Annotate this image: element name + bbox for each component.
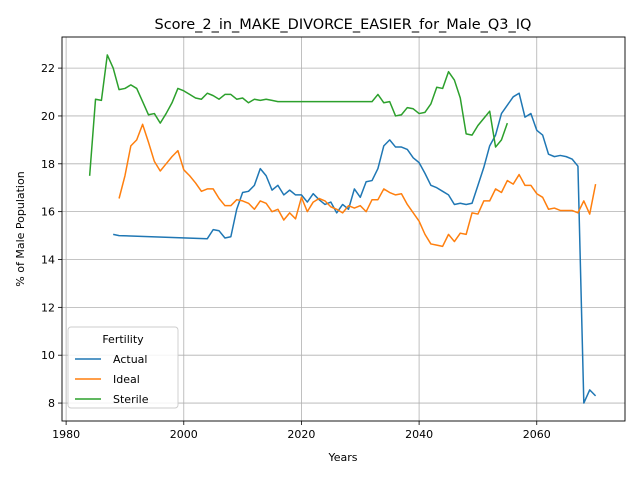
series-line-sterile [88, 54, 509, 176]
legend-label-ideal: Ideal [113, 373, 140, 386]
legend: Fertility Actual Ideal Sterile [67, 326, 179, 409]
y-tick-label: 10 [41, 349, 55, 362]
y-axis: 8 10 12 14 16 18 20 22 [41, 62, 62, 410]
series-line-actual [113, 92, 597, 404]
y-tick-label: 14 [41, 254, 55, 267]
legend-box [67, 326, 179, 409]
x-tick-label: 2060 [523, 428, 551, 441]
series-layer [88, 54, 597, 404]
series-line-ideal [118, 123, 597, 248]
legend-label-sterile: Sterile [113, 393, 149, 406]
y-tick-label: 16 [41, 206, 55, 219]
legend-label-actual: Actual [113, 353, 147, 366]
chart-title: Score_2_in_MAKE_DIVORCE_EASIER_for_Male_… [155, 17, 532, 33]
y-tick-label: 18 [41, 158, 55, 171]
x-axis: 1980 2000 2020 2040 2060 [52, 421, 551, 441]
y-tick-label: 12 [41, 301, 55, 314]
x-tick-label: 1980 [52, 428, 80, 441]
y-tick-label: 22 [41, 62, 55, 75]
plot-frame [61, 36, 626, 422]
x-tick-label: 2040 [405, 428, 433, 441]
x-axis-label: Years [327, 451, 357, 464]
y-tick-label: 20 [41, 110, 55, 123]
legend-title: Fertility [102, 333, 144, 346]
x-tick-label: 2000 [170, 428, 198, 441]
y-tick-label: 8 [48, 397, 55, 410]
legend-items: Actual Ideal Sterile [75, 353, 149, 406]
y-axis-label: % of Male Population [14, 171, 27, 286]
x-tick-label: 2020 [287, 428, 315, 441]
